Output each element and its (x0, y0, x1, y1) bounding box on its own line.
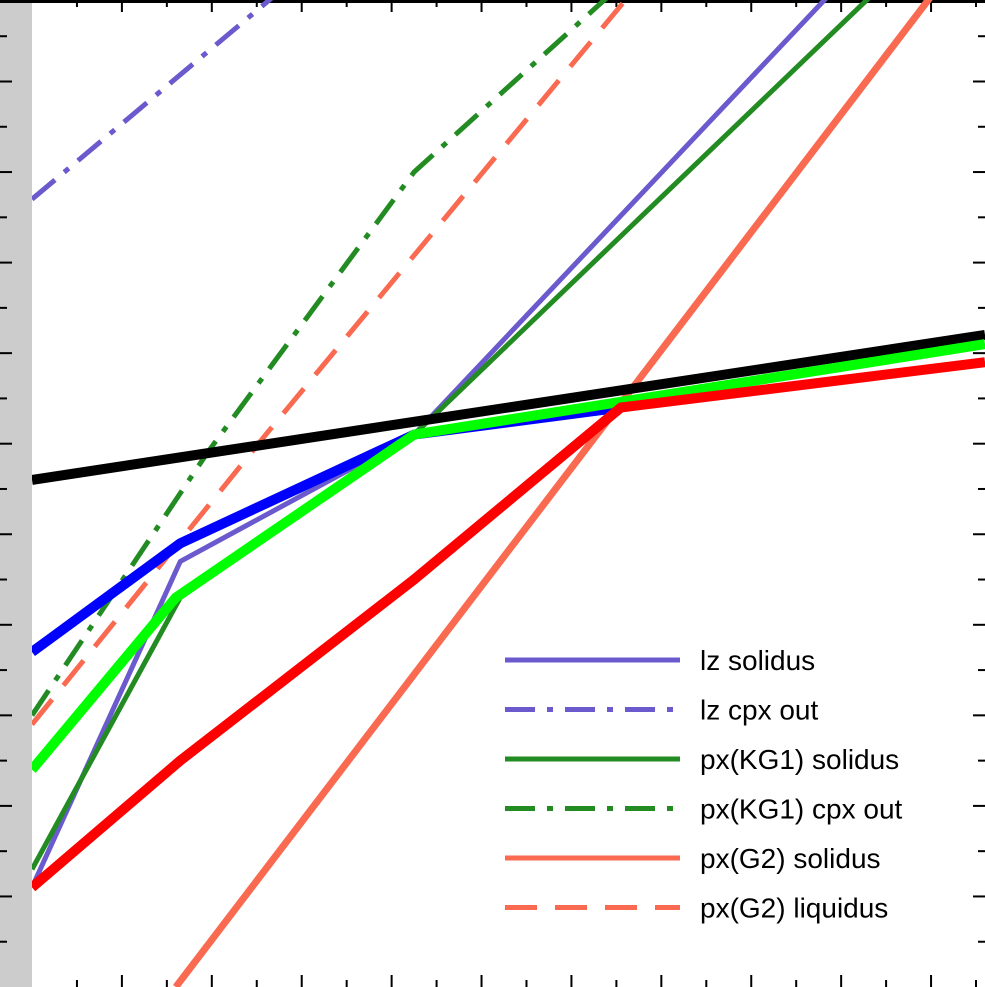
legend-entry-px-g2-liquidus: px(G2) liquidus (505, 893, 888, 924)
legend-label: px(KG1) cpx out (700, 794, 903, 825)
series-line-px-kg1-cpx-out (32, 0, 609, 717)
shaded-left-region (0, 0, 32, 987)
legend-label: px(KG1) solidus (700, 744, 899, 775)
legend-label: lz cpx out (700, 695, 818, 726)
legend-entry-lz-solidus: lz solidus (505, 645, 815, 676)
series-lines (32, 0, 985, 987)
series-line-px-g2-liquidus (32, 0, 629, 726)
series-line-boundary-8 (32, 339, 985, 773)
legend-entry-px-kg1-cpx-out: px(KG1) cpx out (505, 794, 903, 825)
series-line-boundary-9 (32, 357, 985, 892)
legend-entry-px-g2-solidus: px(G2) solidus (505, 843, 881, 874)
legend-entry-lz-cpx-out: lz cpx out (505, 695, 818, 726)
series-line-boundary-6 (32, 330, 985, 485)
legend-label: lz solidus (700, 645, 815, 676)
legend-label: px(G2) solidus (700, 843, 881, 874)
legend: lz solidus lz cpx out px(KG1) solidus px(KG… (505, 645, 903, 924)
series-line-px-g2-solidus (173, 0, 933, 987)
series-line-lz-solidus (32, 0, 828, 889)
legend-entry-px-kg1-solidus: px(KG1) solidus (505, 744, 899, 775)
legend-label: px(G2) liquidus (700, 893, 888, 924)
